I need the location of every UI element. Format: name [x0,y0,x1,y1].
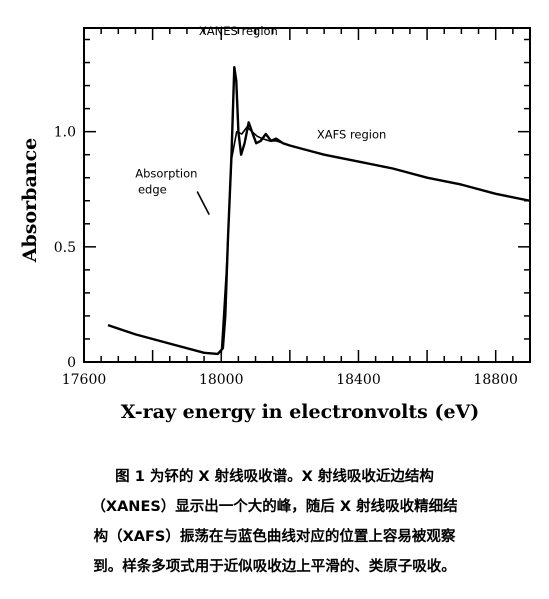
x-tick-label: 18400 [336,372,381,388]
absorbance-curve [220,126,308,356]
data-lines [107,65,531,356]
absorption-edge-pointer [196,191,210,215]
x-tick-label: 17600 [62,372,107,388]
annotations: XANES region XAFS region Absorption edge [135,24,386,197]
x-tick-label: 18800 [473,372,518,388]
absorbance-curve [107,65,531,356]
x-axis-label: X-ray energy in electronvolts (eV) [121,401,480,423]
annotation-label: XAFS region [317,128,386,142]
figure-caption: 图 1 为钚的 X 射线吸收谱。X 射线吸收近边结构 （XANES）显示出一个大… [20,462,529,582]
caption-line: 图 1 为钚的 X 射线吸收谱。X 射线吸收近边结构 [115,469,434,485]
annotation-label: XANES region [199,24,278,38]
tick-labels: 17600 18000 18400 18800 0 0.5 1.0 [54,125,518,388]
annotation-label: Absorption edge [135,167,197,197]
absorbance-chart: 17600 18000 18400 18800 0 0.5 1.0 XANES region… [19,24,531,423]
caption-line: 到。样条多项式用于近似吸收边上平滑的、类原子吸收。 [93,559,456,575]
y-tick-label: 0.5 [54,240,76,256]
caption-line: （XANES）显示出一个大的峰，随后 X 射线吸收精细结 [91,499,458,515]
y-axis-label: Absorbance [19,138,41,263]
y-tick-label: 1.0 [54,125,76,141]
y-tick-label: 0 [67,355,76,371]
axis-ticks [83,28,531,363]
caption-line: 构（XAFS）振荡在与蓝色曲线对应的位置上容易被观察 [93,529,456,545]
x-tick-label: 18000 [199,372,244,388]
